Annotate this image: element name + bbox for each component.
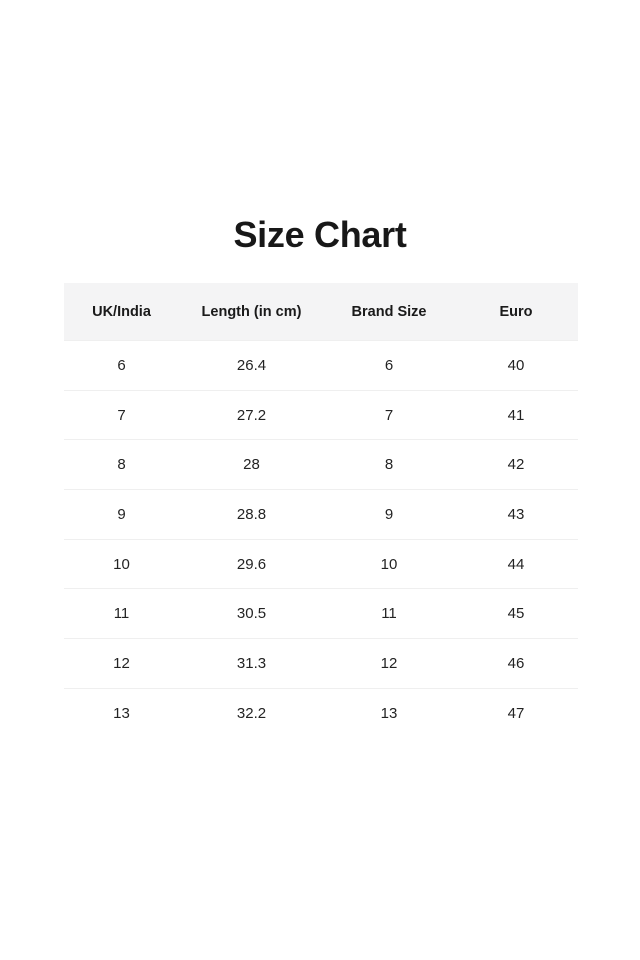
table-row: 13 32.2 13 47 [64,687,578,738]
cell-uk-india: 8 [64,439,179,490]
cell-uk-india: 6 [64,340,179,391]
table-head: UK/India Length (in cm) Brand Size Euro [64,283,578,341]
column-header-length-cm: Length (in cm) [201,303,302,320]
table-row: 7 27.2 7 41 [64,389,578,440]
cell-length-cm: 29.6 [179,538,324,589]
cell-brand-size: 11 [324,588,454,639]
table-row: 10 29.6 10 44 [64,538,578,589]
cell-uk-india: 11 [64,588,179,639]
cell-brand-size: 10 [324,538,454,589]
cell-length-cm: 31.3 [179,638,324,689]
cell-uk-india: 7 [64,389,179,440]
size-chart-table: UK/India Length (in cm) Brand Size Euro … [64,283,578,738]
cell-euro: 43 [454,489,578,540]
table-row: 6 26.4 6 40 [64,340,578,391]
cell-euro: 47 [454,687,578,738]
cell-euro: 45 [454,588,578,639]
column-header-euro: Euro [499,303,533,320]
cell-brand-size: 6 [324,340,454,391]
cell-uk-india: 13 [64,687,179,738]
table-row: 9 28.8 9 43 [64,489,578,540]
cell-length-cm: 32.2 [179,687,324,738]
table-header-row: UK/India Length (in cm) Brand Size Euro [64,283,578,341]
cell-brand-size: 9 [324,489,454,540]
cell-brand-size: 7 [324,389,454,440]
cell-brand-size: 12 [324,638,454,689]
cell-length-cm: 26.4 [179,340,324,391]
table-body: 6 26.4 6 40 7 27.2 7 41 8 28 8 [64,340,578,738]
column-header-uk-india: UK/India [92,303,151,320]
table-row: 8 28 8 42 [64,439,578,490]
cell-euro: 44 [454,538,578,589]
cell-brand-size: 8 [324,439,454,490]
cell-uk-india: 12 [64,638,179,689]
table-row: 12 31.3 12 46 [64,638,578,689]
cell-brand-size: 13 [324,687,454,738]
cell-length-cm: 30.5 [179,588,324,639]
cell-euro: 42 [454,439,578,490]
cell-euro: 40 [454,340,578,391]
cell-uk-india: 9 [64,489,179,540]
cell-euro: 46 [454,638,578,689]
cell-length-cm: 28 [179,439,324,490]
table-row: 11 30.5 11 45 [64,588,578,639]
cell-euro: 41 [454,389,578,440]
cell-length-cm: 28.8 [179,489,324,540]
cell-uk-india: 10 [64,538,179,589]
cell-length-cm: 27.2 [179,389,324,440]
size-chart-table-container: UK/India Length (in cm) Brand Size Euro … [64,283,578,738]
page-title: Size Chart [233,214,407,255]
column-header-brand-size: Brand Size [351,303,427,320]
